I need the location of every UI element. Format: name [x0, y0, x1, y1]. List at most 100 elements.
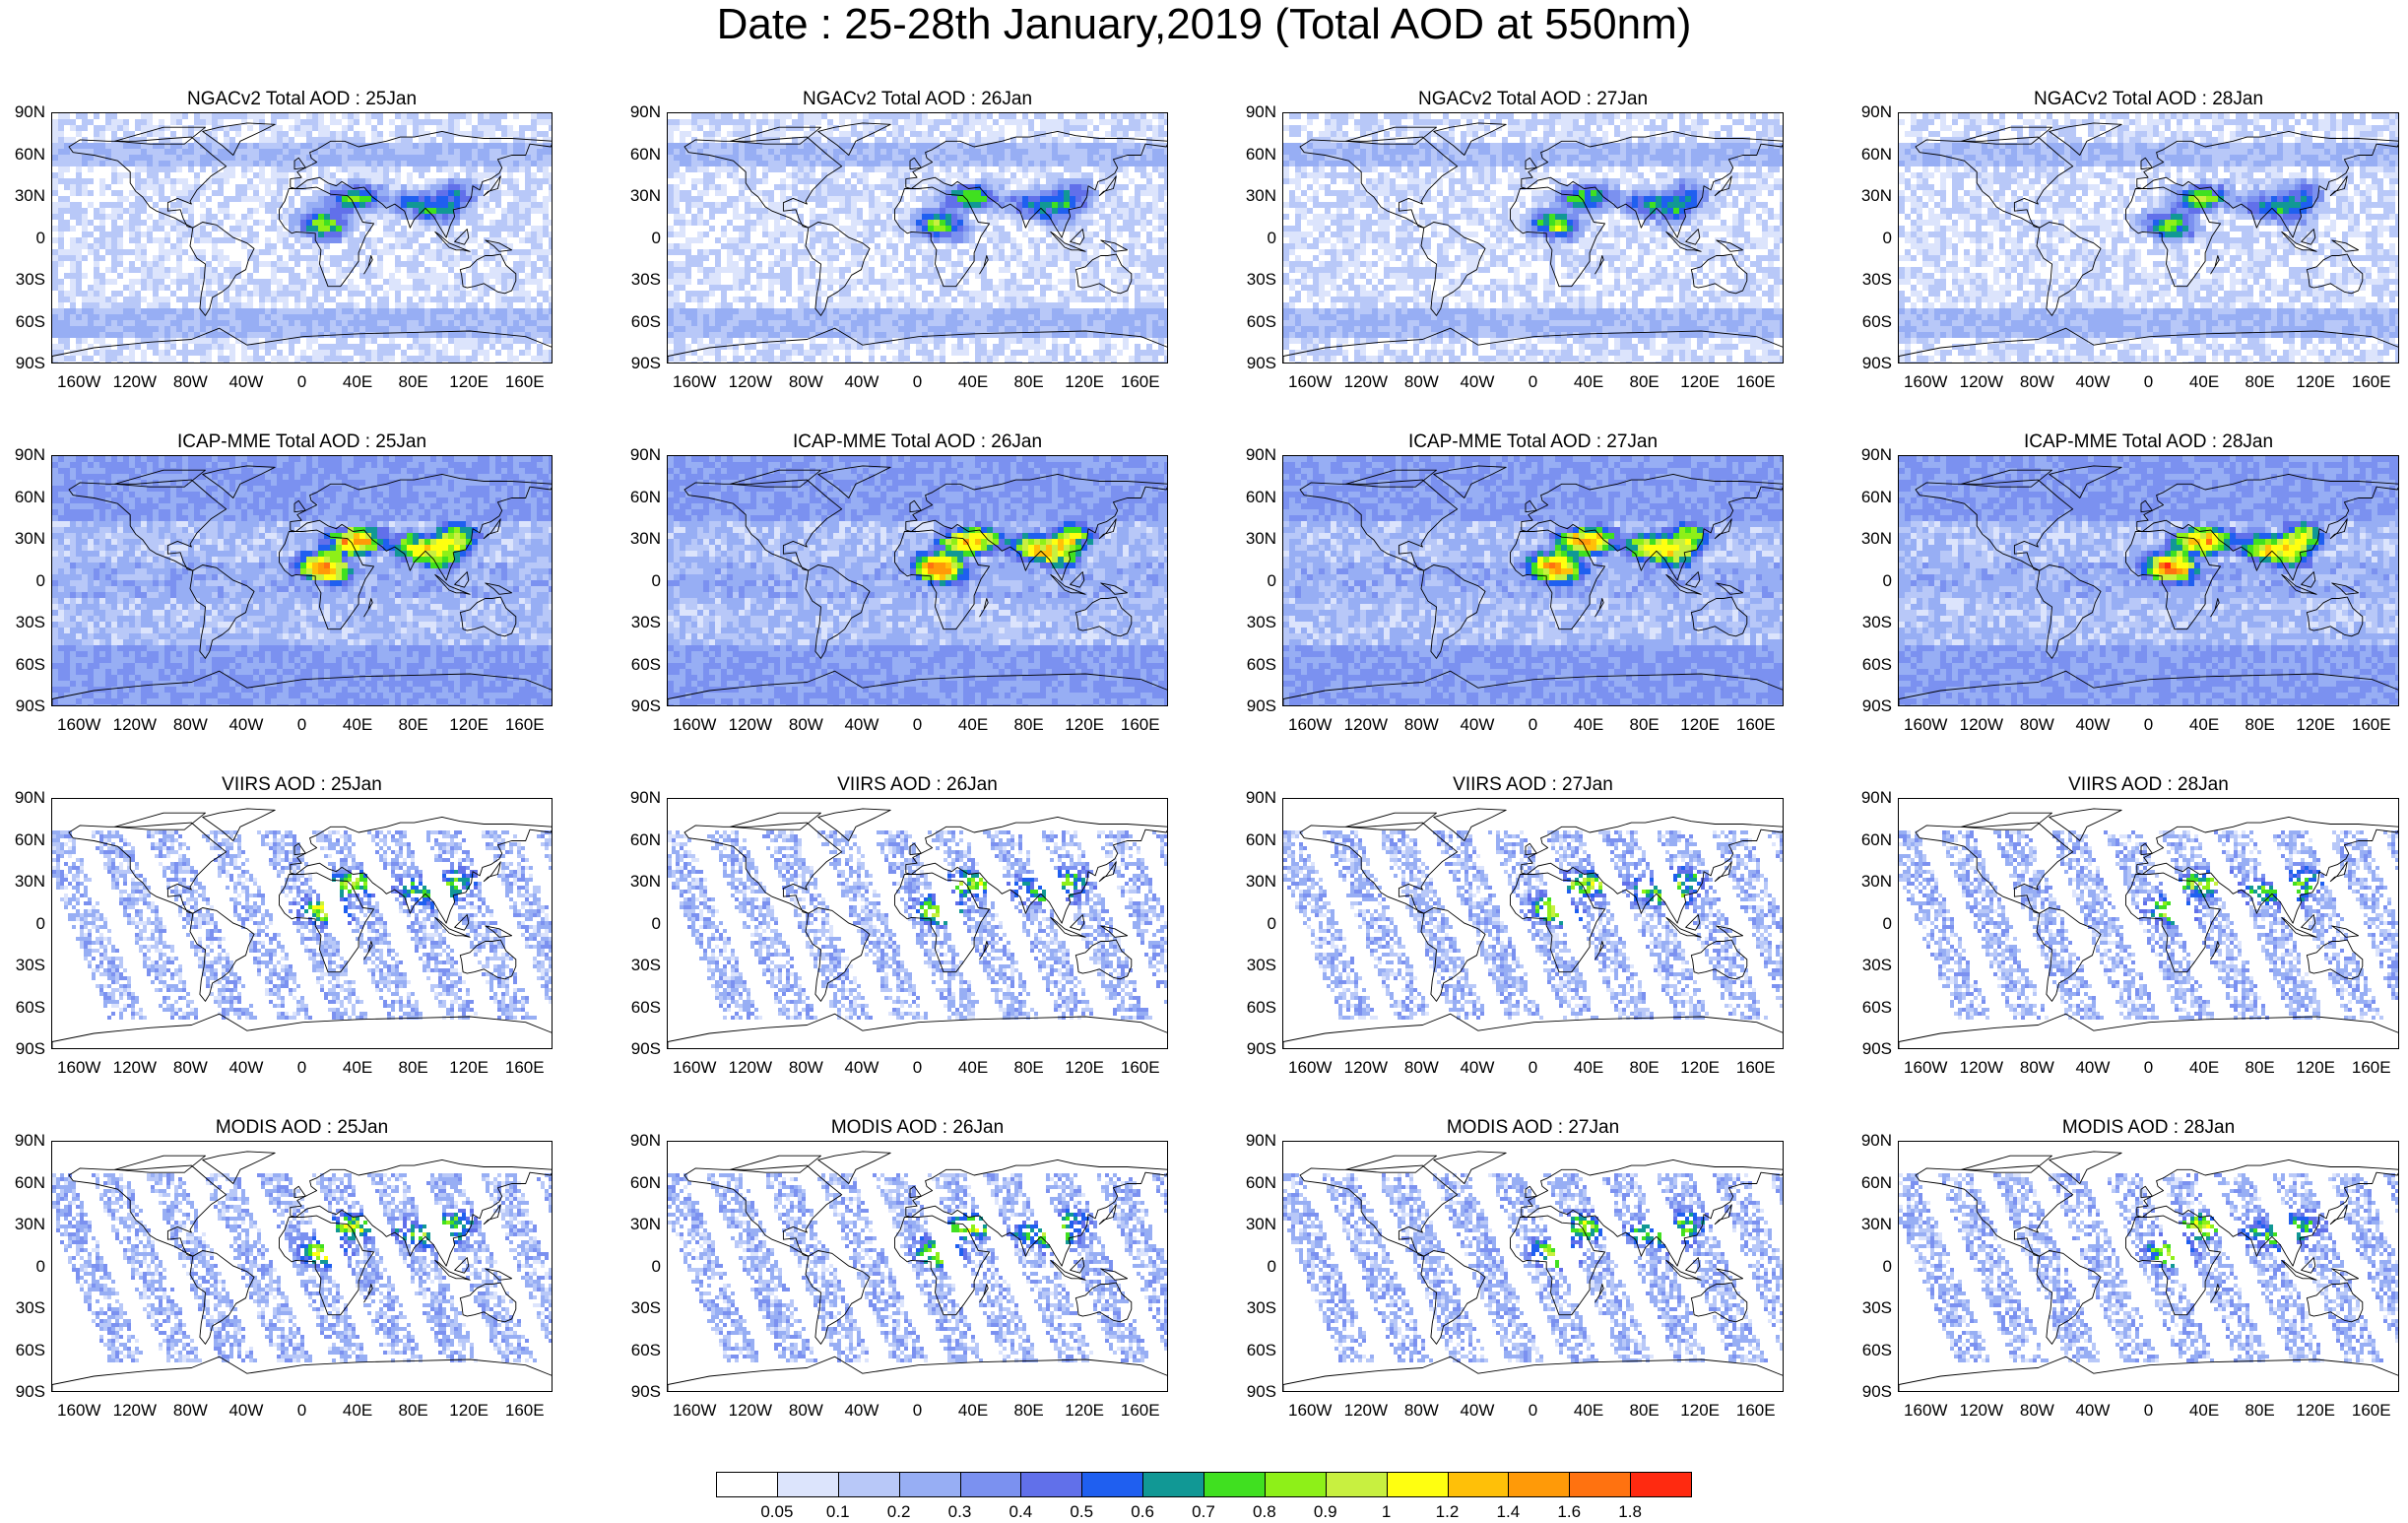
lon-tick-label: 120E: [1670, 1059, 1729, 1077]
lon-tick-label: 160E: [2342, 373, 2401, 391]
lon-tick-label: 40W: [832, 1402, 891, 1420]
map-panel: MODIS AOD : 26Jan 90N 60N 30N 0 30S 60S 90S 160W…: [616, 1117, 1168, 1430]
lon-tick-label: 0: [2119, 716, 2179, 734]
colorbar-swatch: [1386, 1472, 1449, 1497]
lat-tick-label: 90N: [616, 1132, 661, 1150]
lat-tick-label: 60S: [0, 312, 45, 331]
lat-tick-label: 90N: [1231, 1132, 1276, 1150]
coastlines: [668, 808, 1167, 1048]
aod-field: [52, 1173, 552, 1362]
lon-tick-label: 160W: [665, 373, 724, 391]
coastlines: [52, 808, 552, 1048]
lat-tick-label: 60S: [1231, 1341, 1276, 1359]
lon-tick-label: 40E: [328, 1059, 387, 1077]
map-frame: [1898, 798, 2399, 1049]
lon-tick-label: 120E: [1055, 716, 1114, 734]
lat-tick-label: 30S: [1847, 271, 1892, 289]
lon-tick-label: 120W: [105, 1402, 164, 1420]
colorbar-label: 0.9: [1304, 1503, 1347, 1521]
lon-tick-label: 120W: [721, 716, 780, 734]
lon-tick-label: 0: [888, 373, 947, 391]
lon-tick-label: 160W: [49, 716, 108, 734]
lon-tick-label: 160E: [495, 373, 554, 391]
lat-tick-label: 90N: [616, 446, 661, 464]
colorbar-swatch: [1325, 1472, 1388, 1497]
lon-tick-label: 160W: [665, 1059, 724, 1077]
lon-tick-label: 120W: [1336, 716, 1396, 734]
lon-tick-label: 120W: [721, 1402, 780, 1420]
map-panel: NGACv2 Total AOD : 25Jan 90N 60N 30N 0 30S 60S…: [0, 89, 553, 402]
lon-tick-label: 120W: [721, 1059, 780, 1077]
panel-title: VIIRS AOD : 28Jan: [1898, 774, 2399, 796]
lon-tick-label: 160E: [495, 1059, 554, 1077]
panel-title: ICAP-MME Total AOD : 25Jan: [51, 431, 553, 453]
colorbar-label: 0.2: [878, 1503, 921, 1521]
lon-tick-label: 0: [273, 373, 332, 391]
lat-tick-label: 60N: [1231, 1173, 1276, 1192]
map-panel: ICAP-MME Total AOD : 26Jan 90N 60N 30N 0 30S 6…: [616, 431, 1168, 745]
lon-tick-label: 40W: [1448, 1059, 1507, 1077]
lat-tick-label: 90N: [1847, 103, 1892, 121]
map-frame: [51, 112, 553, 364]
colorbar-label: 0.5: [1060, 1503, 1103, 1521]
map-panel: ICAP-MME Total AOD : 28Jan 90N 60N 30N 0 30S 6…: [1847, 431, 2399, 745]
lat-tick-label: 30N: [616, 1216, 661, 1233]
lon-tick-label: 160W: [1280, 373, 1339, 391]
colorbar-swatch: [1020, 1472, 1083, 1497]
lat-tick-label: 30N: [1847, 187, 1892, 205]
lat-tick-label: 60S: [616, 998, 661, 1017]
lon-tick-label: 80E: [1615, 373, 1674, 391]
colorbar-swatch: [1630, 1472, 1692, 1497]
lon-tick-label: 160E: [1111, 1059, 1170, 1077]
lat-tick-label: 60S: [0, 1341, 45, 1359]
coastlines: [1283, 122, 1783, 363]
lat-tick-label: 0: [1231, 1257, 1276, 1276]
lon-tick-label: 120W: [1336, 1402, 1396, 1420]
lat-tick-label: 60N: [1231, 830, 1276, 849]
coastlines: [1283, 465, 1783, 705]
lon-tick-label: 40E: [1559, 1059, 1618, 1077]
lat-tick-label: 60N: [0, 488, 45, 506]
colorbar-swatch: [1447, 1472, 1510, 1497]
colorbar-swatch: [1264, 1472, 1327, 1497]
lon-tick-label: 40W: [217, 1402, 276, 1420]
lat-tick-label: 90N: [0, 789, 45, 807]
lon-tick-label: 160W: [1280, 716, 1339, 734]
map-frame: [667, 112, 1168, 364]
lon-tick-label: 120E: [1670, 716, 1729, 734]
lon-tick-label: 40E: [328, 373, 387, 391]
lon-tick-label: 80W: [776, 373, 835, 391]
lat-tick-label: 90S: [616, 355, 661, 372]
lat-tick-label: 90N: [1231, 789, 1276, 807]
lon-tick-label: 40W: [1448, 716, 1507, 734]
panel-title: VIIRS AOD : 26Jan: [667, 774, 1168, 796]
lon-tick-label: 120E: [1055, 1402, 1114, 1420]
aod-field: [1283, 456, 1783, 705]
lat-tick-label: 60N: [616, 830, 661, 849]
lat-tick-label: 0: [616, 571, 661, 590]
lon-tick-label: 160W: [49, 373, 108, 391]
lon-tick-label: 40W: [2063, 716, 2122, 734]
map-svg: [1283, 456, 1783, 705]
lat-tick-label: 0: [0, 914, 45, 933]
lat-tick-label: 30N: [1847, 1216, 1892, 1233]
lon-tick-label: 160W: [49, 1059, 108, 1077]
lon-tick-label: 80W: [161, 1402, 220, 1420]
lon-tick-label: 80E: [2231, 1059, 2290, 1077]
aod-field: [52, 456, 552, 705]
colorbar-label: 1.6: [1547, 1503, 1591, 1521]
lat-tick-label: 30S: [0, 271, 45, 289]
lon-tick-label: 0: [2119, 1402, 2179, 1420]
lon-tick-label: 40W: [832, 373, 891, 391]
lat-tick-label: 60N: [616, 1173, 661, 1192]
lon-tick-label: 40W: [832, 1059, 891, 1077]
coastlines: [1283, 808, 1783, 1048]
lat-tick-label: 60N: [1231, 145, 1276, 164]
lon-tick-label: 160E: [1111, 716, 1170, 734]
lat-tick-label: 90S: [1231, 697, 1276, 715]
panel-title: MODIS AOD : 27Jan: [1282, 1117, 1784, 1139]
aod-field: [52, 113, 552, 363]
lat-tick-label: 90S: [616, 697, 661, 715]
lat-tick-label: 60S: [616, 655, 661, 674]
lat-tick-label: 90N: [1847, 789, 1892, 807]
